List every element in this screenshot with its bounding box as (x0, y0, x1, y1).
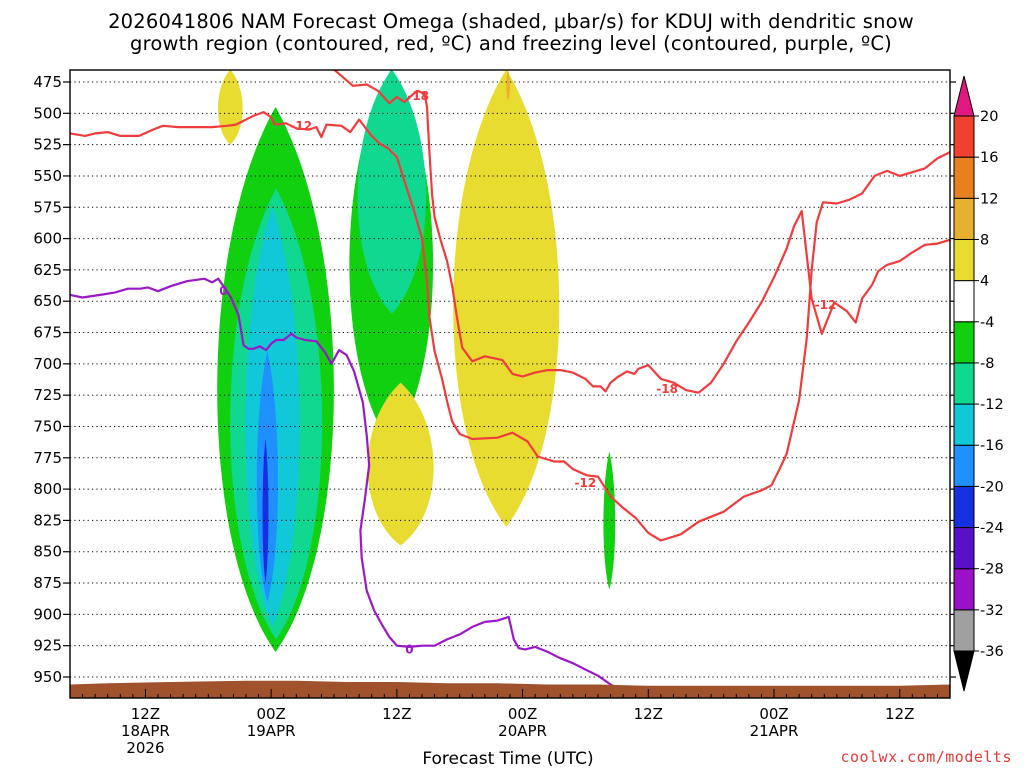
colorbar-label--4: -4 (980, 315, 994, 331)
y-tick-label-925: 925 (33, 637, 62, 655)
y-tick-label-750: 750 (33, 417, 62, 435)
omega-area-11 (506, 70, 510, 101)
x-tick-label-32-0: 12Z (382, 705, 411, 723)
omega-area-7 (603, 451, 616, 590)
contour-label-0: -18 (407, 89, 429, 103)
colorbar-label-20: 20 (980, 109, 998, 125)
colorbar-bin-12 (953, 156, 975, 199)
y-tick-label-600: 600 (33, 230, 62, 248)
x-tick-label-62-0: 00Z (759, 705, 788, 723)
contour--12-0 (70, 110, 950, 542)
colorbar-label-8: 8 (980, 232, 989, 248)
y-tick-label-700: 700 (33, 355, 62, 373)
colorbar-label--20: -20 (980, 479, 1004, 495)
colorbar-label-4: 4 (980, 274, 989, 290)
colorbar-label--8: -8 (980, 356, 994, 372)
x-tick-label-42-1: 20APR (498, 722, 547, 740)
colorbar-bin-3 (953, 527, 975, 570)
terrain-surface (70, 680, 950, 698)
colorbar-bin-9 (953, 280, 975, 323)
y-tick-label-550: 550 (33, 167, 62, 185)
colorbar-bin-6 (953, 403, 975, 446)
terrain-fill (70, 680, 950, 698)
y-tick-label-650: 650 (33, 292, 62, 310)
chart-title-line2: growth region (contoured, red, ºC) and f… (130, 32, 892, 55)
omega-area-10 (453, 70, 560, 527)
contour-label-2: -18 (656, 382, 678, 396)
colorbar-bin-8 (953, 321, 975, 364)
omega-area-4 (262, 439, 269, 584)
colorbar-label-12: 12 (980, 191, 998, 207)
y-tick-label-675: 675 (33, 324, 62, 342)
contour-label-1: -12 (290, 119, 312, 133)
omega-shading (217, 70, 616, 652)
x-tick-label-12-2: 2026 (126, 739, 164, 757)
contour--18-1 (333, 70, 950, 394)
colorbar-label--16: -16 (980, 438, 1004, 454)
colorbar-label--32: -32 (980, 603, 1004, 619)
colorbar-label--12: -12 (980, 397, 1004, 413)
x-axis-title: Forecast Time (UTC) (422, 749, 593, 768)
colorbar-bottom-arrow (953, 650, 975, 692)
omega-area-9 (367, 382, 434, 546)
x-tick-label-22-1: 19APR (247, 722, 296, 740)
y-tick-label-825: 825 (33, 511, 62, 529)
contour-label-3: -12 (575, 476, 597, 490)
colorbar-bin-7 (953, 362, 975, 405)
y-tick-label-850: 850 (33, 543, 62, 561)
colorbar-label--28: -28 (980, 562, 1004, 578)
y-tick-label-575: 575 (33, 198, 62, 216)
colorbar-bin-10 (953, 238, 975, 282)
x-tick-label-52-0: 12Z (634, 705, 663, 723)
colorbar-top-arrow (953, 75, 975, 117)
x-tick-label-72-0: 12Z (885, 705, 914, 723)
pressure-axis: 475 500 525 550 575 600 625 650 675 700 725 750 775 8… (33, 73, 956, 686)
colorbar-label--36: -36 (980, 644, 1004, 660)
y-tick-label-875: 875 (33, 574, 62, 592)
x-tick-label-62-1: 21APR (750, 722, 799, 740)
y-tick-label-800: 800 (33, 480, 62, 498)
colorbar-bin-2 (953, 568, 975, 611)
y-tick-label-475: 475 (33, 73, 62, 91)
contour-label-6: 0 (405, 642, 413, 656)
x-tick-label-42-0: 00Z (508, 705, 537, 723)
x-tick-label-12-1: 18APR (121, 722, 170, 740)
colorbar-label--24: -24 (980, 521, 1004, 537)
omega-colorbar: -36 -32 -28 -24 -20 -16 -12 -8 -4 4 8 12 16 20 (953, 75, 1004, 692)
colorbar-bin-13 (953, 115, 975, 158)
y-tick-label-525: 525 (33, 136, 62, 154)
source-credit: coolwx.com/modelts (840, 748, 1012, 766)
y-tick-label-725: 725 (33, 386, 62, 404)
y-tick-label-500: 500 (33, 104, 62, 122)
contour-lines (70, 70, 950, 697)
colorbar-bin-11 (953, 197, 975, 240)
y-tick-label-775: 775 (33, 449, 62, 467)
contour-label-4: -12 (815, 298, 837, 312)
colorbar-label-16: 16 (980, 150, 998, 166)
colorbar-bin-4 (953, 485, 975, 529)
omega-area-6 (357, 70, 426, 314)
y-tick-label-950: 950 (33, 668, 62, 686)
x-tick-label-22-0: 00Z (256, 705, 285, 723)
pressure-gridlines (70, 81, 950, 678)
y-tick-label-900: 900 (33, 605, 62, 623)
omega-area-8 (217, 70, 243, 145)
colorbar-bin-5 (953, 444, 975, 487)
colorbar-bin-1 (953, 609, 975, 652)
contour-label-5: 0 (219, 284, 227, 298)
contour-0-2 (70, 277, 630, 697)
chart-title-line1: 2026041806 NAM Forecast Omega (shaded, μ… (108, 10, 914, 33)
y-tick-label-625: 625 (33, 261, 62, 279)
contour-labels: -18 -12 -18 -12 -12 0 0 (219, 89, 836, 657)
x-tick-label-12-0: 12Z (131, 705, 160, 723)
